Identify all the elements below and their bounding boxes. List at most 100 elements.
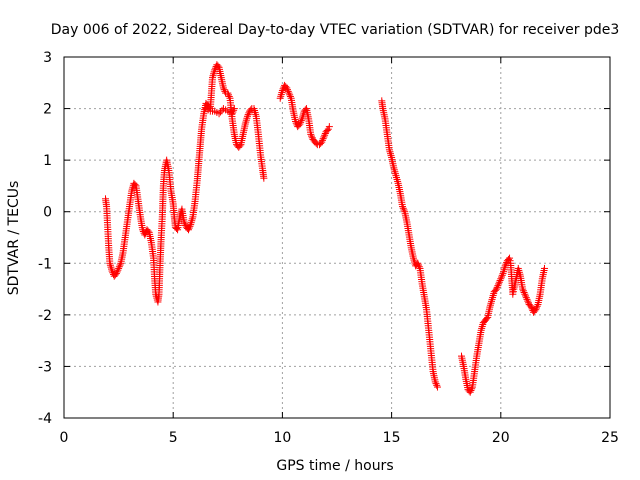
data-point bbox=[224, 89, 232, 97]
data-point bbox=[283, 86, 291, 94]
data-point bbox=[209, 72, 217, 80]
x-tick-label: 25 bbox=[601, 430, 619, 446]
data-point bbox=[276, 94, 284, 102]
data-point bbox=[394, 177, 402, 185]
data-point bbox=[498, 271, 506, 279]
data-point bbox=[113, 268, 121, 276]
data-point bbox=[531, 307, 539, 315]
data-point bbox=[522, 292, 530, 300]
data-point bbox=[532, 306, 540, 314]
data-point bbox=[186, 222, 194, 230]
data-point bbox=[215, 110, 223, 118]
data-point bbox=[321, 131, 329, 139]
data-point bbox=[283, 84, 291, 92]
data-point bbox=[111, 271, 119, 279]
y-tick-label: -3 bbox=[38, 359, 52, 375]
data-point bbox=[115, 263, 123, 271]
data-point bbox=[284, 87, 292, 95]
data-point bbox=[230, 106, 238, 114]
grid-lines bbox=[64, 57, 610, 418]
data-point bbox=[467, 386, 475, 394]
data-point bbox=[415, 263, 423, 271]
data-point bbox=[524, 299, 532, 307]
data-point bbox=[243, 112, 251, 120]
data-point bbox=[260, 174, 268, 182]
data-point bbox=[500, 266, 508, 274]
data-point bbox=[244, 111, 252, 119]
data-point bbox=[131, 181, 139, 189]
y-axis-label: SDTVAR / TECUs bbox=[6, 181, 22, 296]
data-point bbox=[228, 110, 236, 118]
data-point bbox=[400, 206, 408, 214]
data-point bbox=[278, 87, 286, 95]
data-point bbox=[496, 276, 504, 284]
x-tick-label: 10 bbox=[273, 430, 291, 446]
data-point bbox=[297, 118, 305, 126]
data-point bbox=[393, 175, 401, 183]
data-point bbox=[495, 278, 503, 286]
x-tick-labels: 0 5 10 15 20 25 bbox=[60, 430, 619, 446]
data-point bbox=[399, 204, 407, 212]
data-point bbox=[488, 297, 496, 305]
data-point bbox=[318, 138, 326, 146]
data-point bbox=[307, 130, 315, 138]
data-point bbox=[392, 172, 400, 180]
data-point bbox=[498, 273, 506, 281]
data-point bbox=[286, 93, 294, 101]
data-point bbox=[478, 324, 486, 332]
data-point bbox=[433, 383, 441, 391]
y-tick-label: -1 bbox=[38, 256, 52, 272]
data-point bbox=[519, 287, 527, 295]
data-point bbox=[106, 261, 114, 269]
data-point bbox=[466, 388, 474, 396]
data-point bbox=[285, 89, 293, 97]
data-point bbox=[391, 170, 399, 178]
data-point bbox=[214, 62, 222, 70]
data-points bbox=[101, 61, 548, 396]
data-point bbox=[211, 66, 219, 74]
data-point bbox=[286, 91, 294, 99]
data-point bbox=[387, 152, 395, 160]
data-point bbox=[386, 148, 394, 156]
data-point bbox=[115, 264, 123, 272]
data-point bbox=[431, 378, 439, 386]
data-point bbox=[236, 142, 244, 150]
data-point bbox=[433, 381, 441, 389]
data-point bbox=[296, 120, 304, 128]
data-point bbox=[540, 264, 548, 272]
data-point bbox=[245, 109, 253, 117]
data-point bbox=[230, 105, 238, 113]
data-point bbox=[491, 286, 499, 294]
data-point bbox=[112, 270, 120, 278]
data-point bbox=[220, 86, 228, 94]
data-point bbox=[144, 227, 152, 235]
data-point bbox=[188, 217, 196, 225]
data-point bbox=[523, 295, 531, 303]
y-tick-label: 0 bbox=[43, 205, 52, 221]
data-point bbox=[308, 132, 316, 140]
data-point bbox=[282, 83, 290, 91]
y-tick-label: -4 bbox=[38, 411, 52, 427]
data-point bbox=[242, 118, 250, 126]
data-point bbox=[242, 116, 250, 124]
data-point bbox=[181, 220, 189, 228]
data-point bbox=[468, 385, 476, 393]
data-point bbox=[184, 226, 192, 234]
x-tick-label: 20 bbox=[492, 430, 510, 446]
data-point bbox=[295, 121, 303, 129]
y-tick-label: 1 bbox=[43, 153, 52, 169]
data-point bbox=[495, 280, 503, 288]
data-point bbox=[297, 117, 305, 125]
data-point bbox=[399, 203, 407, 211]
data-point bbox=[533, 302, 541, 310]
data-point bbox=[520, 289, 528, 297]
data-point bbox=[494, 282, 502, 290]
data-point bbox=[502, 260, 510, 268]
data-point bbox=[221, 87, 229, 95]
data-point bbox=[524, 297, 532, 305]
data-point bbox=[225, 91, 233, 99]
data-point bbox=[526, 302, 534, 310]
data-point bbox=[503, 258, 511, 266]
x-axis-label: GPS time / hours bbox=[276, 458, 393, 474]
